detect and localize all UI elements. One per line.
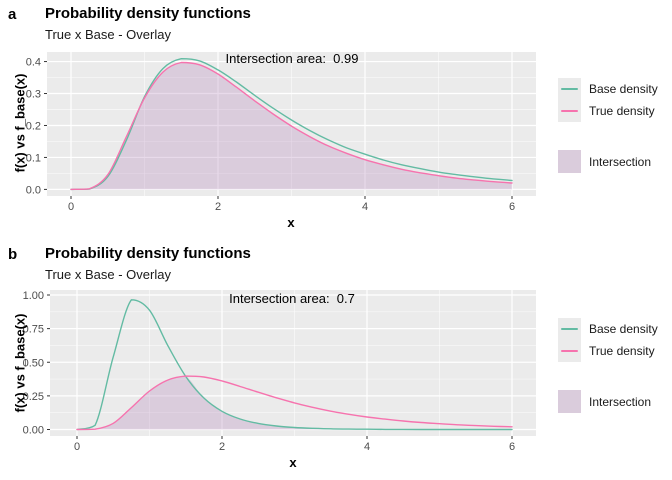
x-tick-label: 4 [362, 201, 368, 213]
true-density-curve [76, 375, 513, 431]
intersection-swatch [558, 150, 581, 173]
legend-label: Intersection [589, 154, 652, 169]
x-axis-title: x [287, 215, 295, 230]
legend-key-box [558, 78, 581, 100]
chart-canvas-b: 0 2 4 6 0.00 0.25 0.50 0.75 1.00 [23, 290, 536, 453]
legend-item-true-density: True density [558, 340, 655, 362]
x-tick-label: 4 [364, 441, 370, 453]
legend-item-base-density: Base density [558, 318, 658, 340]
x-tick-label: 2 [215, 201, 221, 213]
panel-tag: b [8, 246, 18, 263]
legend-label: True density [589, 104, 655, 118]
legend-item-true-density: True density [558, 100, 655, 122]
y-tick-label: 0.00 [23, 425, 44, 437]
true-density-curve [70, 61, 513, 191]
intersection-swatch [558, 390, 581, 413]
legend-label: Base density [589, 322, 658, 336]
chart-subtitle: True x Base - Overlay [45, 27, 171, 42]
legend-key-box [558, 318, 581, 340]
x-tick-label: 2 [219, 441, 225, 453]
legend-label: Intersection [589, 394, 652, 409]
legend-label: True density [589, 344, 655, 358]
y-tick-label: 0.25 [23, 391, 44, 403]
x-tick-label: 6 [509, 201, 515, 213]
y-axis-title: f(x) vs f_base(x) [12, 73, 28, 173]
intersection-fill [77, 376, 512, 430]
y-tick-label: 0.50 [23, 357, 44, 369]
base-density-key-line [561, 88, 578, 90]
y-tick-label: 0.4 [26, 57, 41, 69]
chart-title: Probability density functions [45, 245, 251, 262]
intersection-area-annotation: Intersection area: 0.99 [225, 51, 359, 66]
x-tick-label: 0 [68, 201, 74, 213]
y-tick-label: 0.75 [23, 324, 44, 336]
x-tick-label: 6 [509, 441, 515, 453]
y-tick-label: 0.0 [26, 184, 41, 196]
base-density-key-line [561, 328, 578, 330]
y-axis-title: f(x) vs f_base(x) [12, 313, 28, 413]
y-tick-label: 0.3 [26, 89, 41, 101]
x-axis-title: x [289, 455, 297, 470]
true-density-key-line [561, 350, 578, 352]
y-tick-label: 0.1 [26, 152, 41, 164]
y-tick-label: 0.2 [26, 120, 41, 132]
legend-key-box [558, 340, 581, 362]
legend-item-intersection: Intersection [558, 150, 651, 173]
x-tick-label: 0 [74, 441, 80, 453]
intersection-swatch-fill [558, 390, 581, 413]
legend-item-base-density: Base density [558, 78, 658, 100]
legend-item-intersection: Intersection [558, 390, 651, 413]
chart-subtitle: True x Base - Overlay [45, 267, 171, 282]
base-density-curve [76, 299, 513, 431]
panel-tag: a [8, 6, 17, 23]
legend-key-box [558, 100, 581, 122]
chart-title: Probability density functions [45, 5, 251, 22]
intersection-area-annotation: Intersection area: 0.7 [229, 291, 355, 306]
intersection-fill [71, 62, 512, 190]
true-density-key-line [561, 110, 578, 112]
chart-canvas-a: 0 2 4 6 0.0 0.1 0.2 0.3 0.4 [26, 52, 536, 213]
panel-background [50, 290, 536, 436]
panel-b: 0 2 4 6 0.00 0.25 0.50 0.75 1.00 b Probability d… [0, 240, 672, 480]
intersection-swatch-fill [558, 150, 581, 173]
panel-a: 0 2 4 6 0.0 0.1 0.2 0.3 0.4 a Probability densit… [8, 5, 658, 230]
y-tick-label: 1.00 [23, 290, 44, 302]
legend-label: Base density [589, 82, 658, 96]
